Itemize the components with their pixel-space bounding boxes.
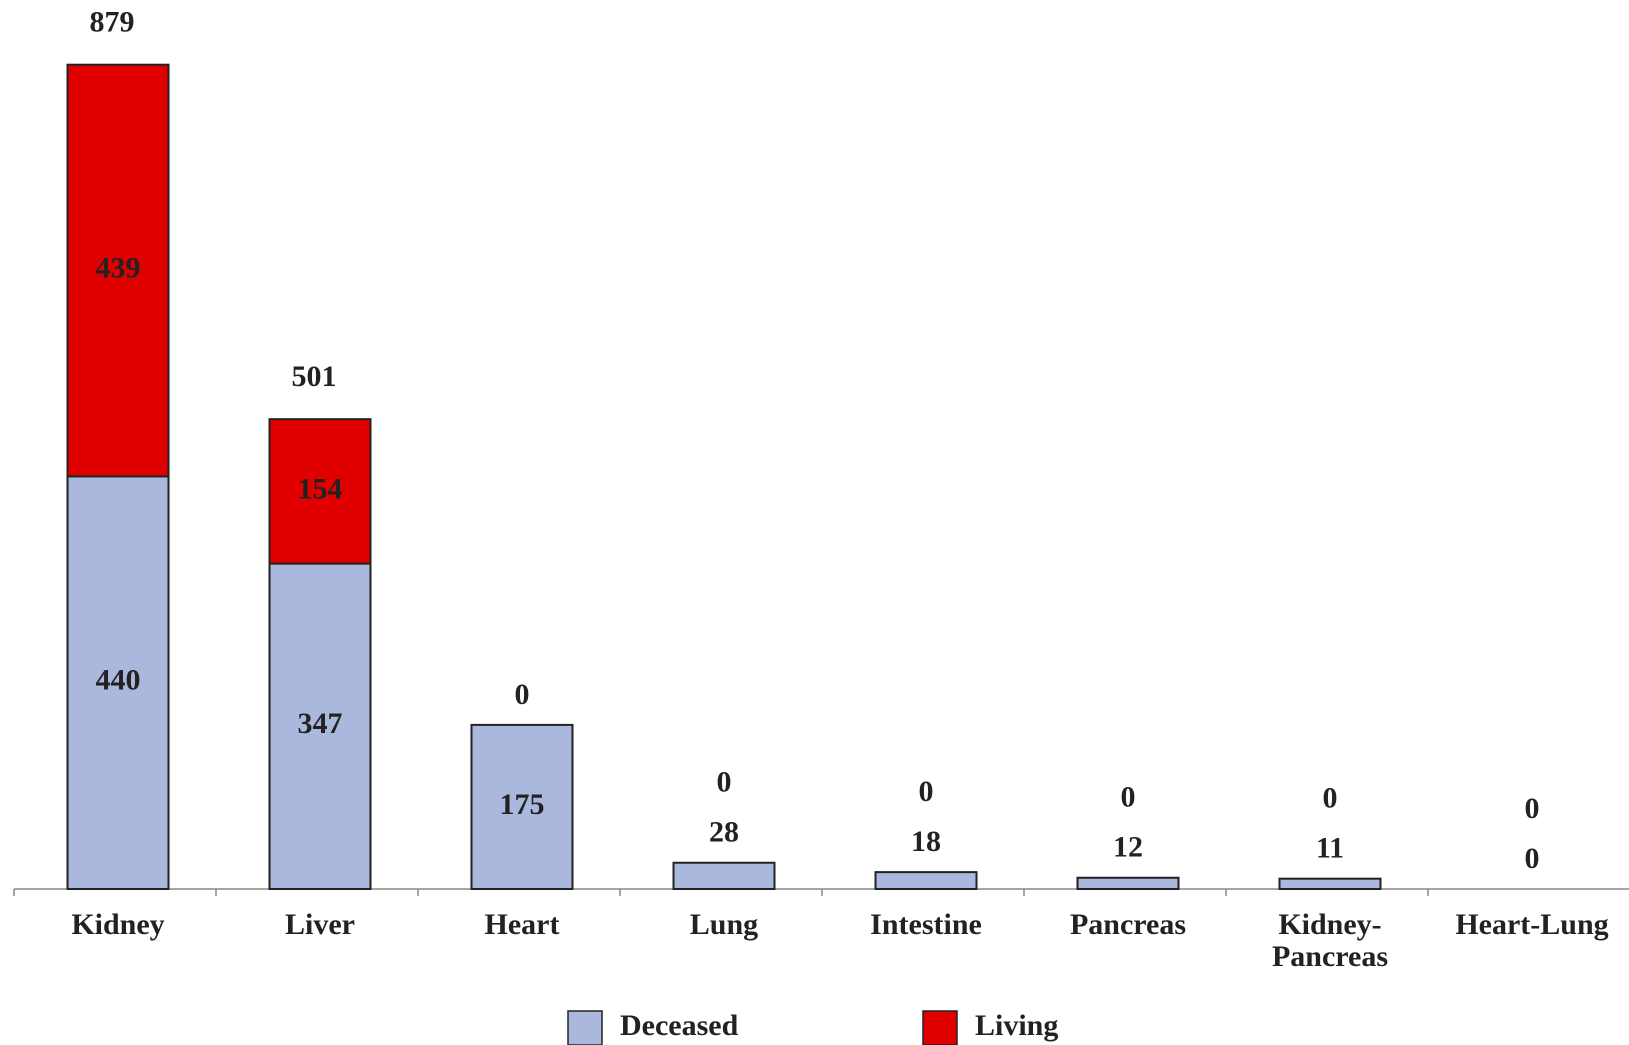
value-label: 439 <box>96 251 141 284</box>
value-label: 0 <box>1525 842 1540 875</box>
x-tick-label: Kidney-Pancreas <box>1271 908 1389 973</box>
bar-segment <box>874 871 978 890</box>
x-tick-label: Kidney <box>71 908 165 941</box>
x-tick-label: Intestine <box>870 908 982 941</box>
value-label: 28 <box>709 816 739 849</box>
value-label: 0 <box>1525 792 1540 825</box>
value-label: 154 <box>298 472 343 505</box>
value-label: 440 <box>96 664 141 697</box>
bar-segment <box>672 861 776 890</box>
value-label: 18 <box>911 825 941 858</box>
x-tick-label: Liver <box>285 908 355 941</box>
value-label: 11 <box>1316 832 1344 865</box>
x-tick-label: Heart <box>484 908 560 941</box>
bar-segment <box>1076 876 1180 890</box>
legend-label: Living <box>975 1009 1058 1042</box>
bar-segment <box>268 418 372 565</box>
legend-swatch <box>567 1010 603 1045</box>
bar-segment <box>1278 877 1382 890</box>
value-label: 12 <box>1113 831 1143 864</box>
x-tick-label: Pancreas <box>1069 908 1187 941</box>
x-tick-label: Lung <box>689 908 759 941</box>
bar-segment <box>66 63 170 478</box>
value-label: 0 <box>1323 782 1338 815</box>
bar-segment <box>470 723 574 890</box>
bar-segment <box>268 562 372 891</box>
legend-label: Deceased <box>620 1009 739 1042</box>
total-label: 501 <box>292 360 337 393</box>
value-label: 175 <box>500 788 545 821</box>
bar-segment <box>66 475 170 890</box>
x-tick-label: Heart-Lung <box>1455 908 1609 941</box>
value-label: 0 <box>919 775 934 808</box>
value-label: 0 <box>717 766 732 799</box>
total-label: 879 <box>90 6 135 39</box>
legend-swatch <box>922 1010 958 1045</box>
value-label: 0 <box>515 678 530 711</box>
value-label: 0 <box>1121 781 1136 814</box>
value-label: 347 <box>298 707 343 740</box>
